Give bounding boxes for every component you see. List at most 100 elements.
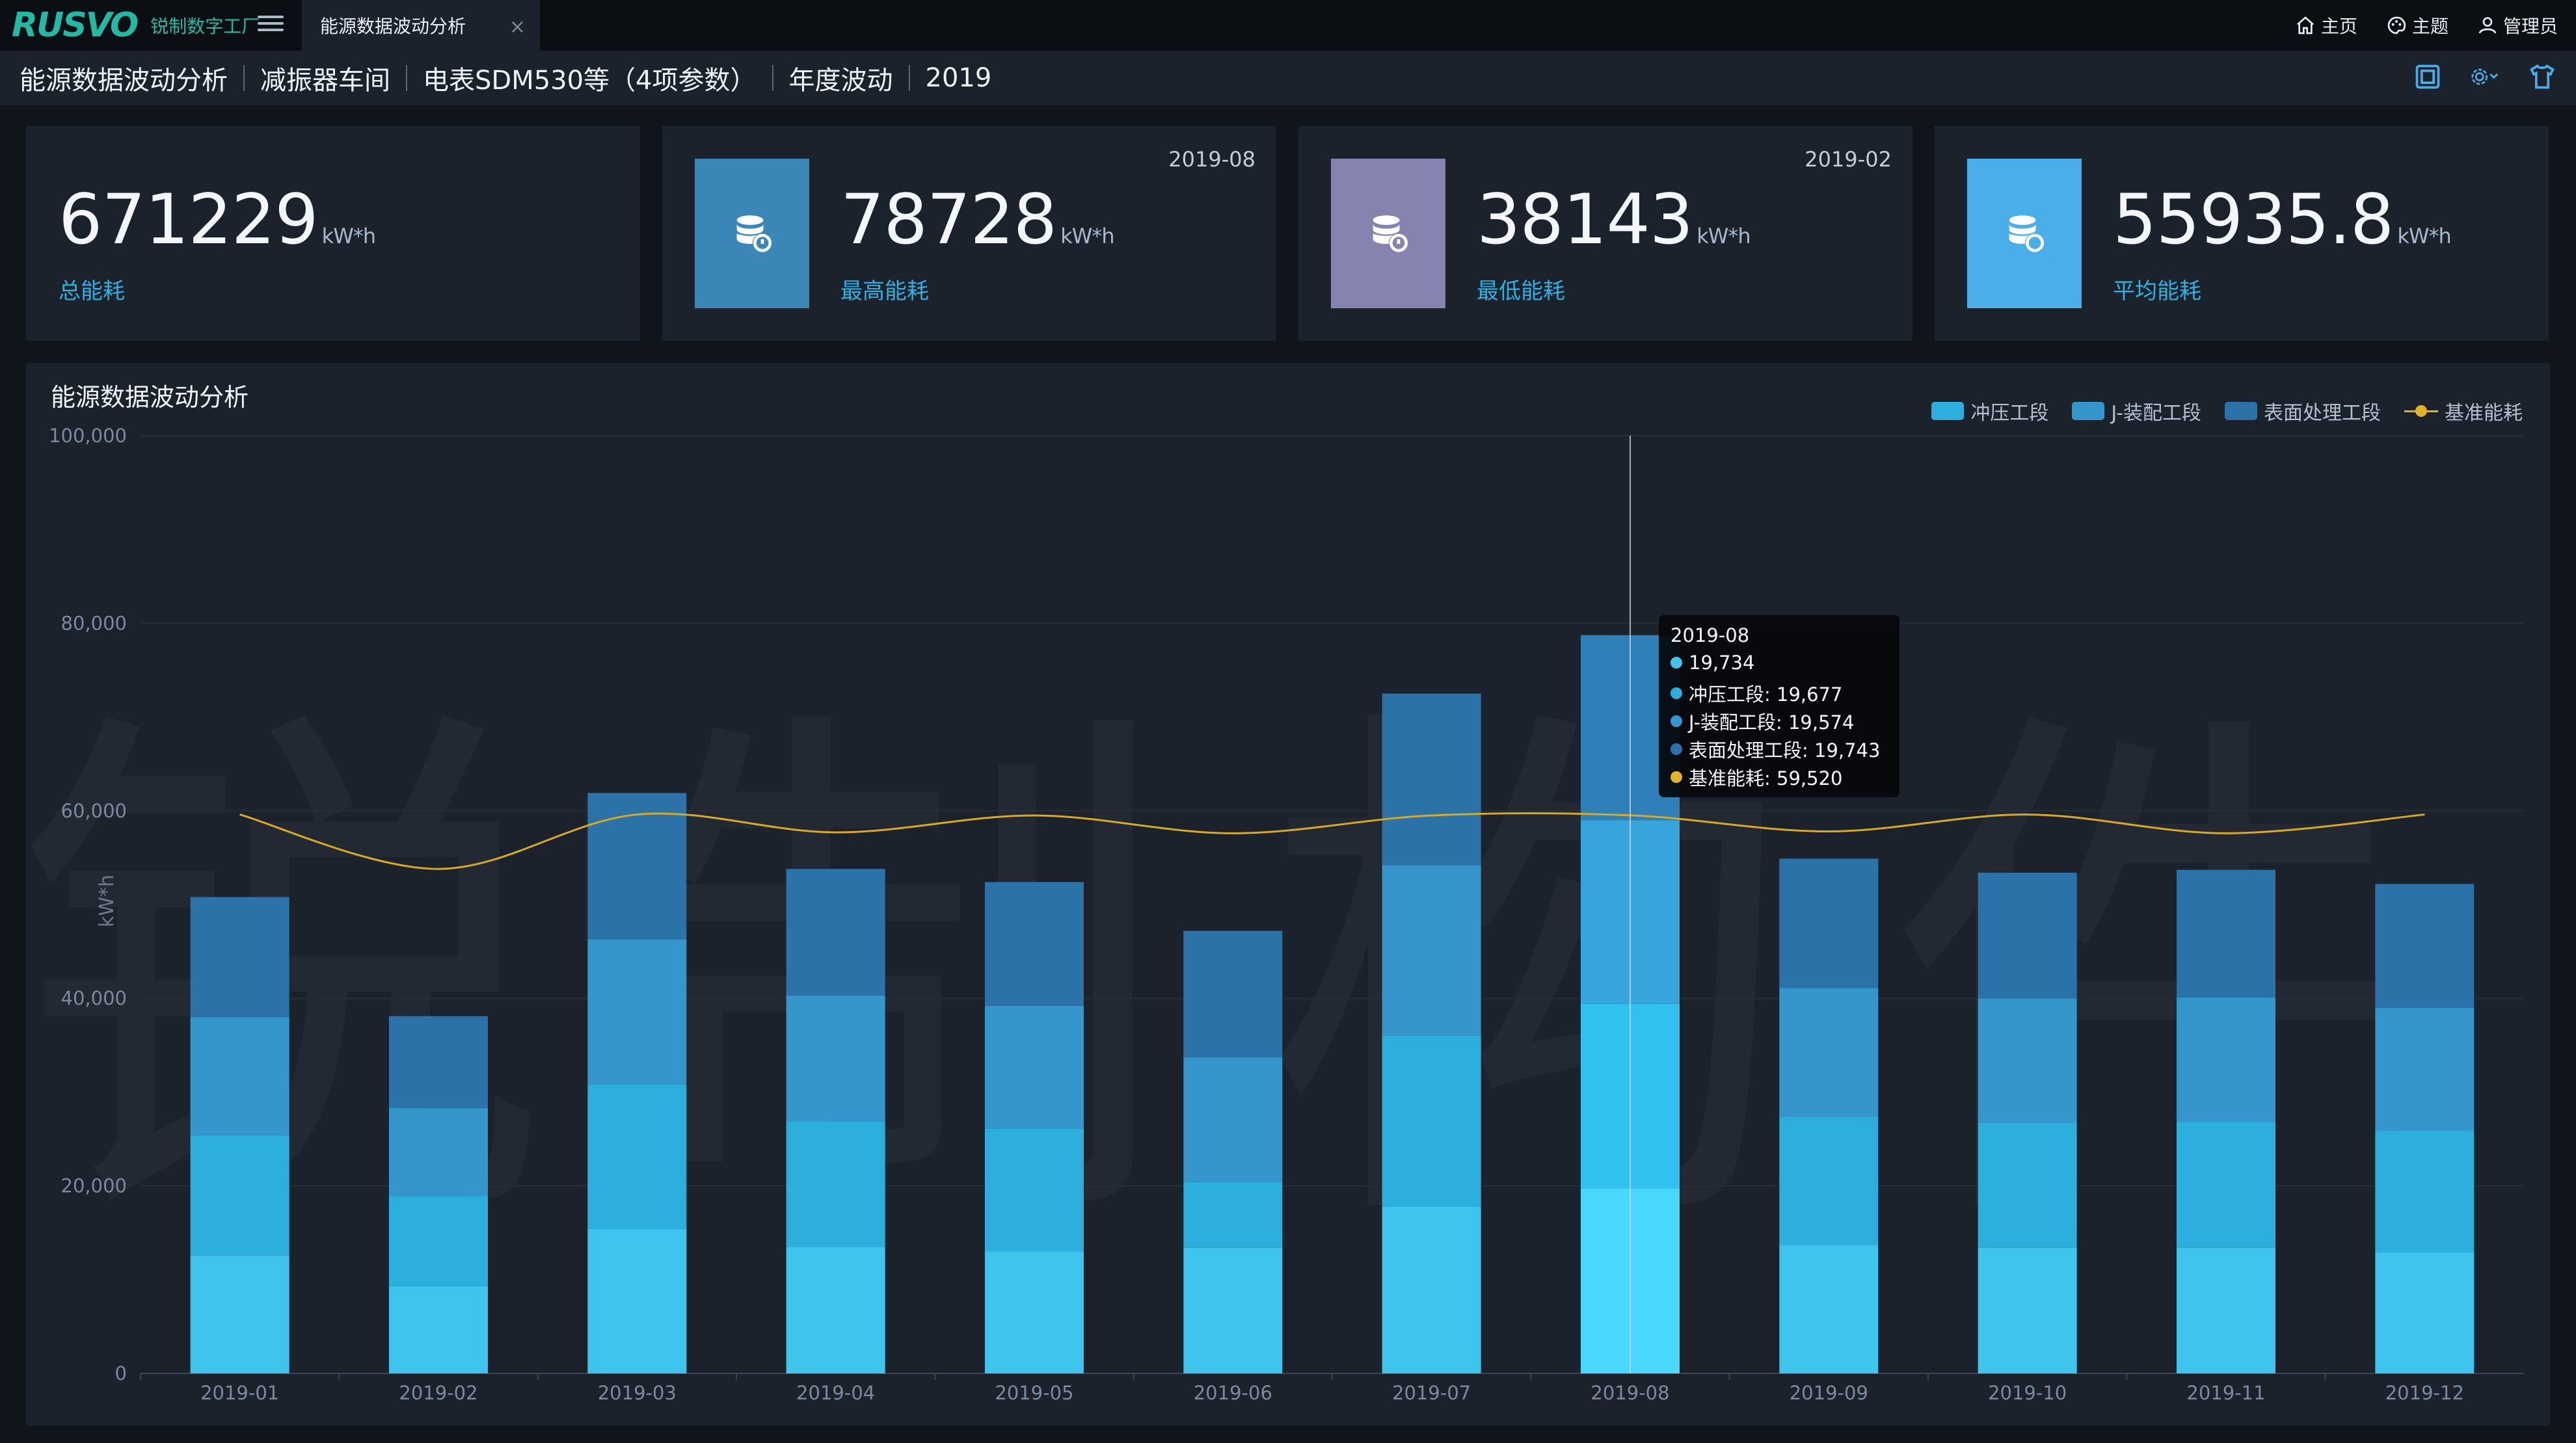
bar-segment <box>1183 1182 1283 1248</box>
bar-segment <box>1382 693 1481 866</box>
stat-value: 671229 kW*h <box>59 179 376 259</box>
breadcrumb-bar: 能源数据波动分析 减振器车间 电表SDM530等（4项参数） 年度波动 2019 <box>0 51 2576 105</box>
bar-segment <box>190 1255 289 1373</box>
bar-segment <box>587 939 687 1085</box>
y-tick-label: 60,000 <box>61 800 127 822</box>
bar-segment <box>1978 872 2077 999</box>
stat-value: 55935.8 kW*h <box>2113 179 2452 259</box>
bar-segment <box>1779 1245 1879 1373</box>
breadcrumb-item[interactable]: 减振器车间 <box>260 66 390 96</box>
database-icon <box>1331 159 1445 308</box>
bar-segment <box>2375 884 2475 1008</box>
palette-icon <box>2387 16 2406 34</box>
stat-card-min: 38143 kW*h 最低能耗 2019-02 <box>1298 126 1912 341</box>
x-tick-label: 2019-04 <box>796 1382 875 1404</box>
stat-value: 38143 kW*h <box>1477 179 1751 259</box>
tooltip-title: 2019-08 <box>1670 624 1750 646</box>
nav-home-label: 主页 <box>2320 16 2357 37</box>
baseline-line <box>239 812 2425 870</box>
stat-date: 2019-08 <box>1168 147 1255 172</box>
stat-date: 2019-02 <box>1805 147 1892 172</box>
y-tick-label: 40,000 <box>61 987 127 1009</box>
bar-segment <box>389 1196 488 1286</box>
stat-unit: kW*h <box>321 224 376 248</box>
bar-chart[interactable]: 0 20,000 40,000 60,000 80,000 100,000 2019-01 2… <box>26 363 2550 1425</box>
chart-title: 能源数据波动分析 <box>51 383 249 412</box>
top-bar: RUSVO 锐制数字工厂 能源数据波动分析 × 主页 主题 管理员 <box>0 0 2576 51</box>
bar-segment <box>1779 988 1879 1117</box>
chart-tooltip: 2019-08 19,734 冲压工段: 19,677 J-装配工段: 19,5… <box>1659 615 1899 797</box>
tab-energy-analysis[interactable]: 能源数据波动分析 × <box>302 0 540 51</box>
tab-label: 能源数据波动分析 <box>320 16 466 37</box>
nav-admin[interactable]: 管理员 <box>2477 12 2558 38</box>
bar-segment <box>2177 1247 2275 1373</box>
x-tick-label: 2019-05 <box>995 1382 1073 1404</box>
legend-item[interactable]: 表面处理工段 <box>2225 397 2381 425</box>
x-tick-label: 2019-11 <box>2186 1382 2265 1404</box>
stat-label: 最高能耗 <box>840 278 929 304</box>
breadcrumb-item[interactable]: 能源数据波动分析 <box>20 66 228 96</box>
bar-segment <box>786 995 885 1122</box>
settings-dropdown-icon[interactable] <box>2471 62 2499 91</box>
bar-segment <box>985 882 1084 1006</box>
bar-segment <box>2177 997 2275 1122</box>
y-tick-label: 80,000 <box>61 612 127 634</box>
hamburger-menu-icon[interactable] <box>258 12 284 38</box>
app-logo[interactable]: RUSVO 锐制数字工厂 <box>12 5 260 46</box>
bar-segment <box>389 1016 488 1108</box>
x-tick-label: 2019-12 <box>2385 1382 2464 1404</box>
x-tick-label: 2019-02 <box>399 1382 477 1404</box>
bar-segment <box>1779 1116 1879 1245</box>
breadcrumb-item[interactable]: 电表SDM530等（4项参数） <box>423 66 757 96</box>
breadcrumb-item[interactable]: 年度波动 <box>788 66 893 96</box>
stat-card-max: 78728 kW*h 最高能耗 2019-08 <box>662 126 1276 341</box>
bar-segment <box>1382 865 1481 1036</box>
y-tick-label: 100,000 <box>49 425 127 447</box>
y-axis-label: kW*h <box>96 874 119 928</box>
export-icon[interactable] <box>2413 62 2442 91</box>
legend-item[interactable]: J-装配工段 <box>2072 397 2201 425</box>
tooltip-row: 表面处理工段: 19,743 <box>1670 735 1880 763</box>
y-tick-label: 20,000 <box>61 1175 127 1197</box>
nav-theme[interactable]: 主题 <box>2386 12 2449 38</box>
tooltip-row: 冲压工段: 19,677 <box>1670 680 1842 707</box>
bar-segment <box>1978 1122 2077 1248</box>
tab-close-icon[interactable]: × <box>509 16 526 38</box>
user-icon <box>2478 17 2497 34</box>
bar-segment <box>786 1121 885 1247</box>
nav-admin-label: 管理员 <box>2502 16 2558 37</box>
toolbar <box>2413 62 2556 91</box>
breadcrumb: 能源数据波动分析 减振器车间 电表SDM530等（4项参数） 年度波动 2019 <box>20 59 991 97</box>
logo-mark: RUSVO <box>12 6 139 45</box>
stat-unit: kW*h <box>1697 224 1751 248</box>
bar-segment <box>985 1128 1084 1252</box>
breadcrumb-item[interactable]: 2019 <box>925 63 992 93</box>
logo-subtitle: 锐制数字工厂 <box>150 16 260 37</box>
bar-segment <box>389 1286 488 1373</box>
x-tick-label: 2019-03 <box>598 1382 677 1404</box>
bar-segment <box>1978 1247 2077 1373</box>
tooltip-row: 19,734 <box>1670 652 1754 674</box>
stat-unit: kW*h <box>2397 224 2451 248</box>
bar-segment <box>2375 1007 2475 1131</box>
stat-card-total: 671229 kW*h 总能耗 <box>26 126 640 341</box>
database-icon <box>695 159 809 308</box>
legend-item[interactable]: 冲压工段 <box>1931 397 2048 425</box>
bar-segment <box>2375 1130 2475 1252</box>
bar-segment <box>2177 1122 2275 1248</box>
bar-segment <box>1382 1035 1481 1207</box>
home-icon <box>2297 16 2314 34</box>
stat-label: 平均能耗 <box>2113 278 2201 304</box>
bar-segment <box>985 1005 1084 1129</box>
bar-segment <box>1183 931 1283 1058</box>
nav-home[interactable]: 主页 <box>2295 12 2357 38</box>
stat-value: 78728 kW*h <box>840 179 1115 259</box>
chart-legend: 冲压工段 J-装配工段 表面处理工段 基准能耗 <box>1931 397 2523 425</box>
shirt-theme-icon[interactable] <box>2528 62 2556 91</box>
x-tick-label: 2019-08 <box>1590 1382 1669 1404</box>
bar-segment <box>587 793 687 940</box>
bar-segment <box>985 1251 1084 1373</box>
bar-segment <box>190 897 289 1018</box>
legend-item[interactable]: 基准能耗 <box>2404 397 2523 425</box>
top-nav: 主页 主题 管理员 <box>2295 9 2558 42</box>
